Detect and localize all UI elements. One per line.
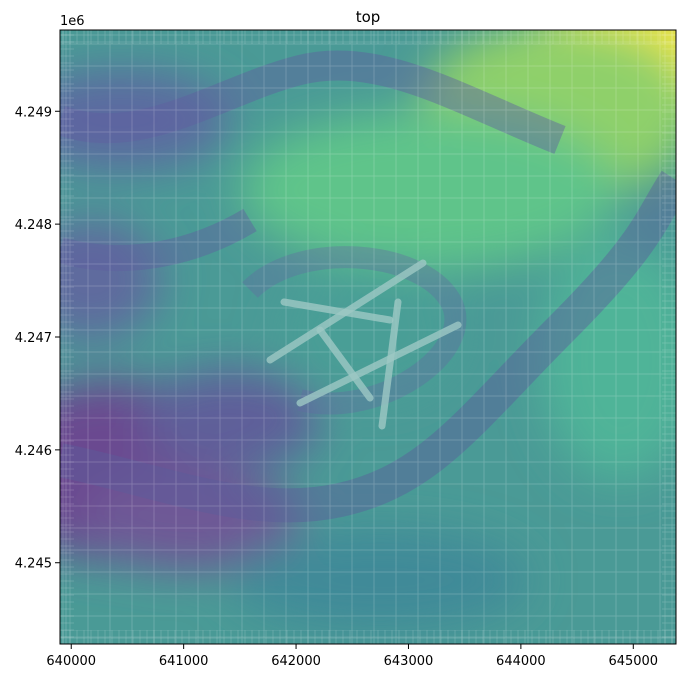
x-tick-label: 644000 [496, 654, 546, 669]
chart-title: top [356, 8, 381, 26]
y-tick-label: 4.246 [15, 444, 52, 459]
y-tick-label: 4.249 [15, 105, 52, 120]
heatmap-surface [60, 30, 676, 644]
x-tick-label: 641000 [159, 654, 209, 669]
x-tick-label: 645000 [608, 654, 658, 669]
y-tick-label: 4.248 [15, 218, 52, 233]
x-tick-label: 640000 [46, 654, 96, 669]
y-axis: 4.245 4.246 4.247 4.248 4.249 [15, 105, 60, 572]
y-tick-label: 4.245 [15, 557, 52, 572]
x-tick-label: 643000 [384, 654, 434, 669]
y-offset-label: 1e6 [60, 14, 85, 29]
y-tick-label: 4.247 [15, 331, 52, 346]
x-axis: 640000 641000 642000 643000 644000 645000 [46, 644, 658, 669]
x-tick-label: 642000 [271, 654, 321, 669]
